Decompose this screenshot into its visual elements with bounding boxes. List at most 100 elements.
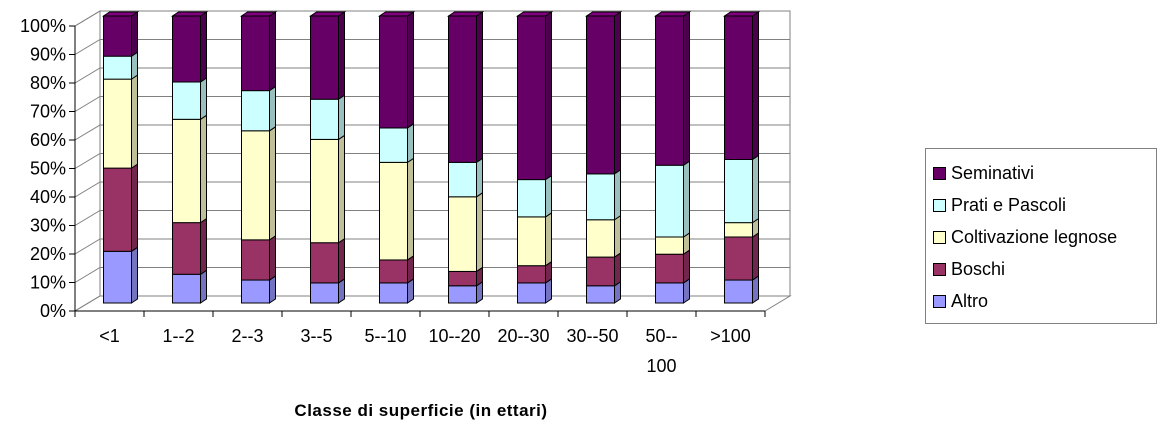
bar-top-1	[101, 11, 140, 17]
y-axis-ticks: 0% 10% 20% 30% 40% 50% 60% 70% 80% 90% 100%	[20, 16, 76, 321]
bar-prati-e-pascoli-3-5	[310, 98, 339, 140]
legend-item-coltivazione-legnose: Coltivazione legnose	[933, 227, 1117, 248]
bar-coltivazione-legnose-1-side	[131, 74, 138, 170]
bar-top-20-30	[515, 11, 554, 17]
bar-boschi-5-10-side	[407, 255, 414, 284]
bar-altro-50-100	[655, 282, 684, 304]
legend-item-altro: Altro	[933, 291, 988, 312]
gridline	[74, 181, 790, 198]
bar-seminativi-5-10-side	[407, 11, 414, 129]
bar-seminativi-100-side	[752, 11, 759, 161]
legend-item-seminativi: Seminativi	[933, 163, 1034, 184]
bar-prati-e-pascoli-3-5-side	[338, 94, 345, 141]
bar-seminativi-3-5	[310, 15, 339, 100]
gridline	[74, 10, 790, 27]
bar-top-50-100	[653, 11, 692, 17]
bar-coltivazione-legnose-3-5-side	[338, 134, 345, 244]
y-tick-label: 40%	[30, 187, 66, 207]
bar-seminativi-100	[724, 15, 753, 160]
legend-label: Seminativi	[951, 163, 1035, 183]
bar-seminativi-3-5-side	[338, 11, 345, 101]
bar-seminativi-20-30-side	[545, 11, 552, 181]
legend-swatch	[933, 167, 946, 180]
bar-seminativi-1-2	[172, 15, 201, 83]
x-tick-label: 2--3	[231, 326, 263, 346]
legend-swatch	[933, 263, 946, 276]
legend-swatch	[933, 295, 946, 308]
bar-seminativi-2-3	[241, 15, 270, 92]
bar-altro-5-10	[379, 282, 408, 304]
gridline	[74, 238, 790, 255]
bar-altro-1	[103, 250, 132, 304]
bar-coltivazione-legnose-2-3-side	[269, 125, 276, 241]
legend-label: Altro	[951, 291, 989, 311]
bar-boschi-1-2	[172, 222, 201, 275]
bar-coltivazione-legnose-5-10	[379, 161, 408, 261]
bars	[101, 11, 761, 304]
bar-stack-50-100	[653, 11, 692, 304]
bar-coltivazione-legnose-5-10-side	[407, 157, 414, 261]
bar-prati-e-pascoli-30-50	[586, 173, 615, 221]
gridline	[74, 153, 790, 169]
gridline	[74, 39, 790, 55]
bar-boschi-30-50-side	[614, 252, 621, 287]
bar-altro-100-side	[752, 275, 759, 304]
bar-coltivazione-legnose-2-3	[241, 130, 270, 241]
bar-coltivazione-legnose-10-20	[448, 196, 477, 272]
x-tick-label: 50--	[645, 326, 677, 346]
bar-prati-e-pascoli-30-50-side	[614, 168, 621, 221]
legend: Seminativi Prati e Pascoli Coltivazione le…	[925, 148, 1157, 324]
bar-altro-1-2-side	[200, 269, 207, 304]
bar-coltivazione-legnose-30-50-side	[614, 214, 621, 259]
x-tick-label: 20--30	[497, 326, 549, 346]
bar-stack-30-50	[584, 11, 623, 304]
legend-swatch	[933, 199, 946, 212]
bar-prati-e-pascoli-1-side	[131, 51, 138, 81]
y-tick-label: 30%	[30, 216, 66, 236]
y-tick-label: 50%	[30, 159, 66, 179]
bar-seminativi-50-100-side	[683, 11, 690, 167]
x-axis-title: Classe di superficie (in ettari)	[294, 401, 547, 420]
bar-boschi-3-5-side	[338, 237, 345, 284]
bar-top-100	[722, 11, 761, 17]
x-axis-ticks: <1 1--2 2--3 3--5 5--10 10--20 20--30 30--50 50-…	[74, 310, 766, 376]
y-tick-label: 100%	[20, 16, 66, 36]
bar-coltivazione-legnose-100	[724, 222, 753, 238]
bar-seminativi-1-2-side	[200, 11, 207, 83]
bar-stack-3-5	[308, 11, 347, 304]
y-tick-label: 90%	[30, 45, 66, 65]
x-tick-label: 30--50	[566, 326, 618, 346]
bar-altro-1-2	[172, 273, 201, 304]
bar-seminativi-30-50-side	[614, 11, 621, 175]
gridline	[74, 124, 790, 141]
bar-seminativi-30-50	[586, 15, 615, 175]
bar-seminativi-1-side	[131, 11, 138, 58]
bar-prati-e-pascoli-20-30-side	[545, 174, 552, 218]
bar-boschi-20-30	[517, 265, 546, 284]
y-tick-label: 0%	[40, 301, 66, 321]
gridline	[74, 210, 790, 226]
bar-seminativi-5-10	[379, 15, 408, 129]
bar-coltivazione-legnose-50-100	[655, 236, 684, 255]
x-tick-label: 1--2	[162, 326, 194, 346]
bar-boschi-3-5	[310, 242, 339, 284]
gridline	[74, 96, 790, 112]
bar-stack-100	[722, 11, 761, 304]
gridlines	[74, 10, 790, 312]
bar-stack-20-30	[515, 11, 554, 304]
gridline	[74, 295, 790, 312]
bar-coltivazione-legnose-1	[103, 78, 132, 169]
x-tick-label: 100	[646, 356, 676, 376]
x-tick-label: 3--5	[300, 326, 332, 346]
bar-coltivazione-legnose-30-50	[586, 219, 615, 258]
bar-prati-e-pascoli-50-100-side	[683, 160, 690, 238]
legend-item-boschi: Boschi	[933, 259, 1005, 280]
bar-seminativi-2-3-side	[269, 11, 276, 92]
bar-altro-20-30	[517, 282, 546, 304]
y-tick-label: 60%	[30, 130, 66, 150]
bar-prati-e-pascoli-20-30	[517, 179, 546, 218]
x-tick-label: >100	[710, 326, 751, 346]
bar-top-3-5	[308, 11, 347, 17]
bar-altro-2-3	[241, 279, 270, 304]
